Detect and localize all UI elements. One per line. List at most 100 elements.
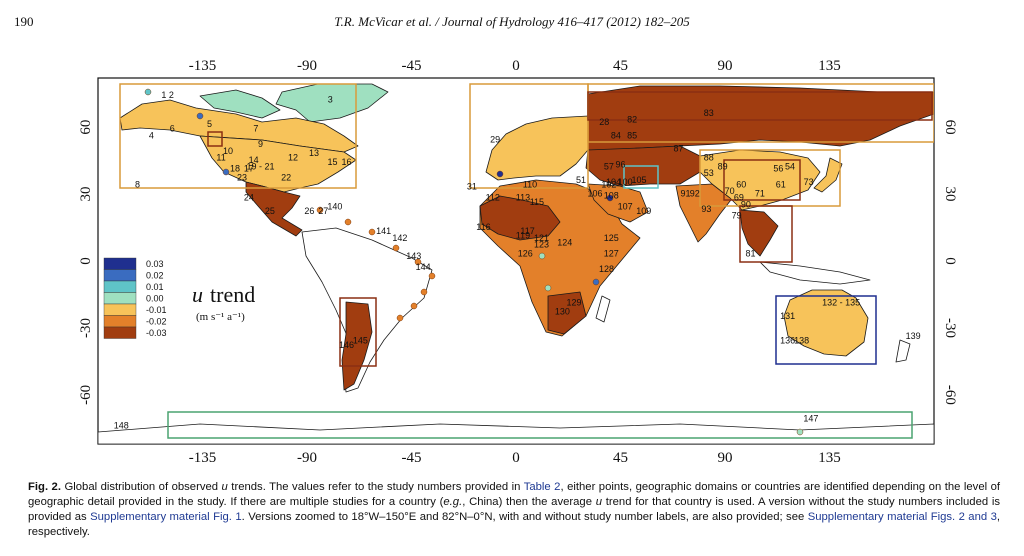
caption-u-symbol: u (595, 496, 603, 508)
box-north-america (119, 83, 357, 189)
study-number-label: 27 (318, 206, 328, 216)
study-number-label: 10 (223, 146, 233, 156)
study-number-label: 85 (627, 130, 637, 140)
study-number-label: 139 (906, 331, 921, 341)
north-america-north (119, 99, 359, 153)
study-number-label: 100 (618, 177, 633, 187)
caption-lead: Fig. 2. (28, 481, 61, 493)
caption-text: . Versions zoomed to 18°W–150°E and 82°N… (241, 511, 808, 523)
legend-value-label: 0.02 (146, 271, 164, 281)
study-number-label: 4 (149, 130, 154, 140)
study-number-label: 119 (516, 231, 530, 241)
study-number-label: 16 (341, 157, 351, 167)
study-number-label: 11 (216, 153, 225, 163)
study-number-label: 107 (618, 202, 633, 212)
study-number-label: 90 (741, 199, 751, 209)
legend-swatch (103, 326, 137, 339)
europe-landmass (485, 115, 589, 181)
study-number-label: 115 (530, 197, 544, 207)
point-marker (414, 258, 422, 266)
point-marker (396, 314, 404, 322)
longitude-tick-label: 0 (512, 58, 520, 74)
study-number-label: 79 (732, 211, 742, 221)
latitude-tick-label: -30 (78, 318, 94, 338)
legend-value-label: 0.01 (146, 282, 164, 292)
point-marker (420, 288, 428, 296)
study-number-label: 71 (755, 188, 765, 198)
study-number-label: 83 (704, 108, 714, 118)
longitude-tick-label: -135 (189, 450, 217, 466)
latitude-ticks-right: 60 30 0 -30 -60 (942, 120, 958, 405)
australia-landmass (783, 289, 869, 357)
legend-swatch (103, 269, 137, 282)
point-marker (368, 228, 376, 236)
study-boxes (119, 83, 934, 439)
trend-legend: 0.030.020.010.00-0.01-0.02-0.03 u trend … (103, 257, 255, 339)
legend-value-label: 0.03 (146, 259, 164, 269)
box-mediterranean (623, 165, 659, 189)
longitude-tick-label: -90 (297, 450, 317, 466)
central-america (245, 181, 303, 237)
caption-u-symbol: u (221, 481, 228, 493)
study-number-label: 6 (170, 124, 175, 134)
study-number-label: 123 (534, 240, 549, 250)
study-number-label: 60 (736, 179, 746, 189)
japan-landmass (813, 157, 843, 193)
study-number-label: 93 (701, 204, 711, 214)
point-marker (316, 206, 324, 214)
study-number-label: 69 (734, 193, 744, 203)
study-number-label: 144 (416, 262, 431, 272)
caption-text: , respectively. (28, 511, 1000, 538)
study-number-label: 25 (265, 206, 275, 216)
point-marker (196, 112, 204, 120)
arctic-islands (199, 89, 281, 119)
latitude-tick-label: -60 (78, 385, 94, 405)
legend-units: (m s⁻¹ a⁻¹) (196, 311, 245, 323)
longitude-tick-label: 90 (718, 450, 733, 466)
study-points (144, 88, 804, 436)
study-number-label: 121 (534, 233, 549, 243)
longitude-tick-label: -45 (402, 450, 422, 466)
point-marker (344, 218, 352, 226)
madagascar-landmass (595, 295, 611, 323)
study-number-label: 124 (557, 237, 572, 247)
study-number-label: 102 (601, 179, 616, 189)
study-number-label: 138 (794, 336, 809, 346)
longitude-tick-label: 45 (613, 58, 628, 74)
southeast-asia-landmass (739, 209, 779, 257)
latitude-tick-label: 0 (78, 257, 94, 265)
study-number-label: 87 (674, 144, 684, 154)
study-number-label: 143 (406, 251, 421, 261)
study-number-label: 110 (523, 179, 537, 189)
study-number-label: 89 (718, 162, 728, 172)
legend-swatch (103, 292, 137, 305)
point-marker (538, 252, 546, 260)
study-number-label: 3 (328, 95, 333, 105)
caption-text: Global distribution of observed (60, 481, 222, 493)
study-number-label: 29 (490, 135, 500, 145)
point-marker (222, 168, 230, 176)
supplementary-fig-1-link[interactable]: Supplementary material Fig. 1 (90, 511, 242, 523)
legend-swatch (103, 257, 137, 270)
study-number-label: 131 (780, 311, 795, 321)
study-number-label: 84 (611, 130, 621, 140)
study-number-label: 70 (725, 186, 735, 196)
box-southern-ocean (167, 411, 913, 439)
study-number-label: 8 (135, 179, 140, 189)
latitude-tick-label: -60 (942, 385, 958, 405)
supplementary-figs-2-3-link[interactable]: Supplementary material Figs. 2 and 3 (807, 511, 997, 523)
study-number-label: 92 (690, 188, 700, 198)
table-2-link[interactable]: Table 2 (523, 481, 561, 493)
point-marker (392, 244, 400, 252)
study-number-label: 125 (604, 233, 619, 243)
box-alaska-west (207, 131, 223, 147)
latitude-ticks-left: 60 30 0 -30 -60 (78, 120, 94, 405)
study-number-label: 106 (587, 188, 602, 198)
study-number-label: 145 (353, 336, 368, 346)
study-number-label: 136 (780, 336, 795, 346)
study-number-label: 12 (288, 153, 298, 163)
study-number-label: 26 (304, 206, 314, 216)
latitude-tick-label: -30 (942, 318, 958, 338)
